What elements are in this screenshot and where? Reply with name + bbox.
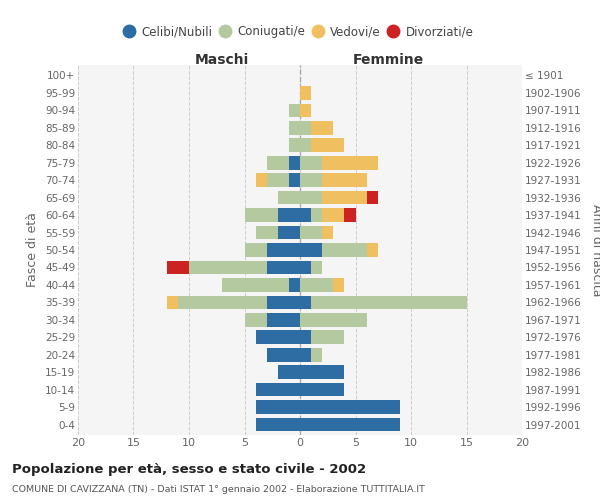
Y-axis label: Fasce di età: Fasce di età <box>26 212 40 288</box>
Legend: Celibi/Nubili, Coniugati/e, Vedovi/e, Divorziati/e: Celibi/Nubili, Coniugati/e, Vedovi/e, Di… <box>124 23 476 40</box>
Bar <box>300 278 334 291</box>
Bar <box>300 156 322 170</box>
Bar <box>266 313 300 326</box>
Text: Maschi: Maschi <box>195 52 250 66</box>
Bar <box>322 174 367 187</box>
Bar <box>311 348 322 362</box>
Bar <box>289 121 300 134</box>
Bar <box>334 278 344 291</box>
Bar <box>311 208 322 222</box>
Bar <box>300 208 311 222</box>
Bar <box>300 174 322 187</box>
Bar <box>300 383 344 396</box>
Bar <box>344 208 355 222</box>
Bar <box>300 243 322 257</box>
Bar <box>245 313 266 326</box>
Bar <box>300 366 344 379</box>
Bar <box>311 296 467 309</box>
Bar <box>300 138 311 152</box>
Bar <box>322 156 378 170</box>
Bar <box>289 156 300 170</box>
Bar <box>266 260 300 274</box>
Bar <box>278 208 300 222</box>
Bar <box>245 243 266 257</box>
Bar <box>266 296 300 309</box>
Bar <box>289 104 300 117</box>
Bar <box>311 330 344 344</box>
Bar <box>300 400 400 414</box>
Bar <box>256 330 300 344</box>
Bar <box>189 260 266 274</box>
Bar <box>289 278 300 291</box>
Bar <box>256 226 278 239</box>
Text: Popolazione per età, sesso e stato civile - 2002: Popolazione per età, sesso e stato civil… <box>12 462 366 475</box>
Bar <box>300 260 311 274</box>
Bar <box>278 366 300 379</box>
Bar <box>256 400 300 414</box>
Bar <box>311 121 334 134</box>
Bar <box>289 138 300 152</box>
Bar <box>300 86 311 100</box>
Bar <box>266 174 289 187</box>
Bar <box>322 226 334 239</box>
Bar <box>167 296 178 309</box>
Bar <box>322 243 367 257</box>
Bar <box>256 383 300 396</box>
Bar <box>222 278 289 291</box>
Bar <box>300 313 367 326</box>
Bar <box>300 104 311 117</box>
Bar <box>300 330 311 344</box>
Bar <box>245 208 278 222</box>
Bar <box>300 226 322 239</box>
Bar <box>167 260 189 274</box>
Bar <box>278 226 300 239</box>
Bar <box>367 191 378 204</box>
Bar <box>322 208 344 222</box>
Bar <box>278 191 300 204</box>
Bar <box>300 296 311 309</box>
Bar <box>289 174 300 187</box>
Bar <box>266 156 289 170</box>
Bar <box>300 121 311 134</box>
Bar <box>311 260 322 274</box>
Bar <box>178 296 266 309</box>
Y-axis label: Anni di nascita: Anni di nascita <box>590 204 600 296</box>
Bar <box>322 191 367 204</box>
Bar <box>256 418 300 432</box>
Text: COMUNE DI CAVIZZANA (TN) - Dati ISTAT 1° gennaio 2002 - Elaborazione TUTTITALIA.: COMUNE DI CAVIZZANA (TN) - Dati ISTAT 1°… <box>12 485 425 494</box>
Bar <box>300 191 322 204</box>
Bar <box>300 418 400 432</box>
Bar <box>300 348 311 362</box>
Bar <box>367 243 378 257</box>
Bar <box>266 243 300 257</box>
Bar <box>311 138 344 152</box>
Text: Femmine: Femmine <box>353 52 424 66</box>
Bar <box>256 174 266 187</box>
Bar <box>266 348 300 362</box>
